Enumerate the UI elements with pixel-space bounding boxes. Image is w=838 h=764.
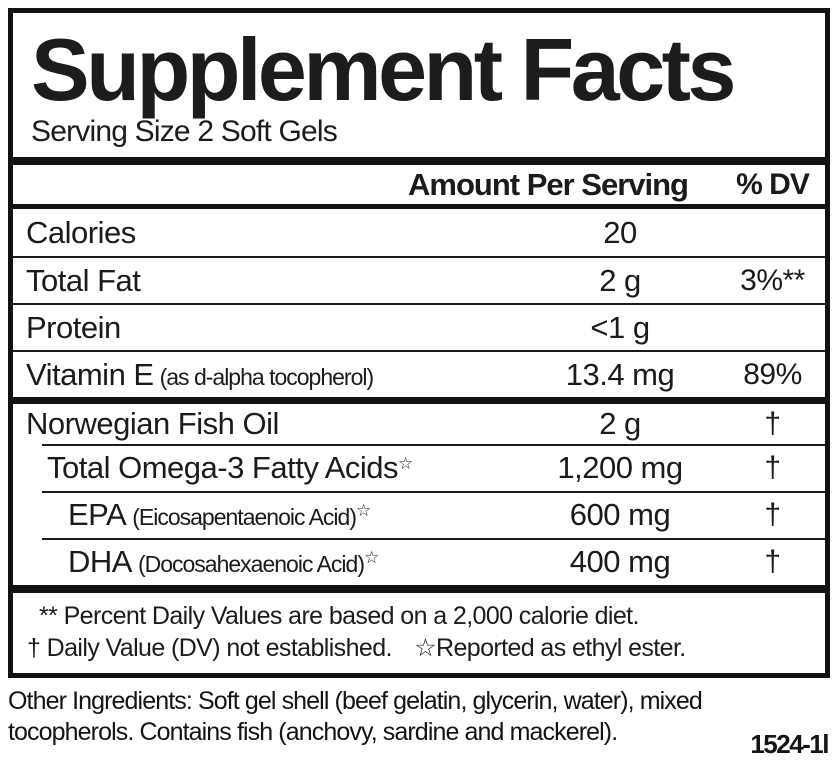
- star-icon: ☆: [356, 500, 372, 520]
- nutrient-name: Protein: [13, 310, 520, 346]
- nutrient-note: (as d-alpha tocopherol): [159, 363, 375, 390]
- below-box: Other Ingredients: Soft gel shell (beef …: [8, 686, 830, 760]
- nutrient-row-total-omega-3-fatty-acids: Total Omega-3 Fatty Acids☆ 1,200 mg †: [13, 444, 825, 491]
- nutrient-amount: <1 g: [590, 309, 650, 345]
- nutrient-name: DHA (Docosahexaenoic Acid)☆: [13, 544, 520, 580]
- nutrient-amount: 13.4 mg: [565, 356, 675, 392]
- nutrient-amount: 20: [603, 214, 637, 250]
- nutrient-rows: Calories 20 Total Fat 2 g 3%** Protein <1 g Vit…: [13, 209, 825, 585]
- dagger-icon: †: [764, 407, 781, 441]
- nutrient-name: Total Omega-3 Fatty Acids☆: [13, 450, 520, 486]
- star-icon: ☆: [398, 453, 414, 473]
- nutrient-label: EPA: [68, 496, 127, 532]
- facts-box: Supplement Facts Serving Size 2 Soft Gel…: [8, 8, 830, 679]
- dv-column-header: % DV: [736, 167, 810, 201]
- nutrient-name: Norwegian Fish Oil: [13, 406, 520, 442]
- footnote-line-2: † Daily Value (DV) not established. ☆Rep…: [27, 632, 811, 664]
- nutrient-amount: 600 mg: [569, 496, 671, 532]
- nutrient-amount: 2 g: [599, 406, 641, 442]
- star-icon: ☆: [363, 547, 380, 567]
- nutrient-name: EPA (Eicosapentaenoic Acid)☆: [13, 497, 520, 533]
- nutrient-label: Calories: [26, 214, 136, 250]
- label-header: Supplement Facts Serving Size 2 Soft Gel…: [13, 13, 825, 157]
- nutrient-dv: 89%: [743, 357, 802, 391]
- nutrient-dv: 3%**: [740, 263, 805, 297]
- page-title: Supplement Facts: [31, 20, 736, 119]
- nutrient-amount: 1,200 mg: [557, 449, 683, 485]
- nutrient-label: Vitamin E: [26, 356, 154, 392]
- nutrient-row-dha: DHA (Docosahexaenoic Acid)☆ 400 mg †: [13, 538, 825, 585]
- dagger-icon: †: [764, 544, 781, 578]
- amount-column-header: Amount Per Serving: [408, 166, 689, 202]
- nutrient-note: (Docosahexaenoic Acid): [137, 550, 365, 577]
- footnote-daily-values: ** Percent Daily Values are based on a 2…: [39, 602, 639, 631]
- nutrient-row-vitamin-e: Vitamin E (as d-alpha tocopherol) 13.4 mg 8…: [13, 350, 825, 397]
- nutrient-label: Protein: [26, 309, 121, 345]
- nutrient-row-norwegian-fish-oil: Norwegian Fish Oil 2 g †: [13, 397, 825, 444]
- nutrient-amount: 400 mg: [569, 543, 671, 579]
- nutrient-name: Vitamin E (as d-alpha tocopherol): [13, 357, 520, 393]
- footnote-ethyl-ester: ☆Reported as ethyl ester.: [414, 634, 686, 663]
- nutrient-label: Total Fat: [26, 262, 141, 298]
- dagger-icon: †: [764, 450, 781, 484]
- footnotes: ** Percent Daily Values are based on a 2…: [13, 585, 825, 673]
- nutrient-label: Total Omega-3 Fatty Acids: [47, 449, 399, 485]
- nutrient-row-total-fat: Total Fat 2 g 3%**: [13, 256, 825, 303]
- nutrient-name: Total Fat: [13, 263, 520, 299]
- nutrient-row-protein: Protein <1 g: [13, 303, 825, 350]
- footnote-dv-not-established: † Daily Value (DV) not established.: [27, 634, 392, 663]
- nutrient-row-calories: Calories 20: [13, 209, 825, 256]
- nutrient-label: DHA: [68, 543, 132, 579]
- product-code: 1524-1l: [750, 729, 829, 759]
- serving-size: Serving Size 2 Soft Gels: [31, 115, 338, 149]
- nutrient-label: Norwegian Fish Oil: [26, 406, 279, 442]
- nutrient-amount: 2 g: [599, 262, 641, 298]
- nutrient-note: (Eicosapentaenoic Acid): [132, 503, 357, 530]
- nutrient-row-epa: EPA (Eicosapentaenoic Acid)☆ 600 mg †: [13, 491, 825, 538]
- column-header-row: Amount Per Serving % DV: [13, 157, 825, 210]
- nutrient-name: Calories: [13, 215, 520, 251]
- other-ingredients: Other Ingredients: Soft gel shell (beef …: [8, 687, 703, 747]
- dagger-icon: †: [764, 497, 781, 531]
